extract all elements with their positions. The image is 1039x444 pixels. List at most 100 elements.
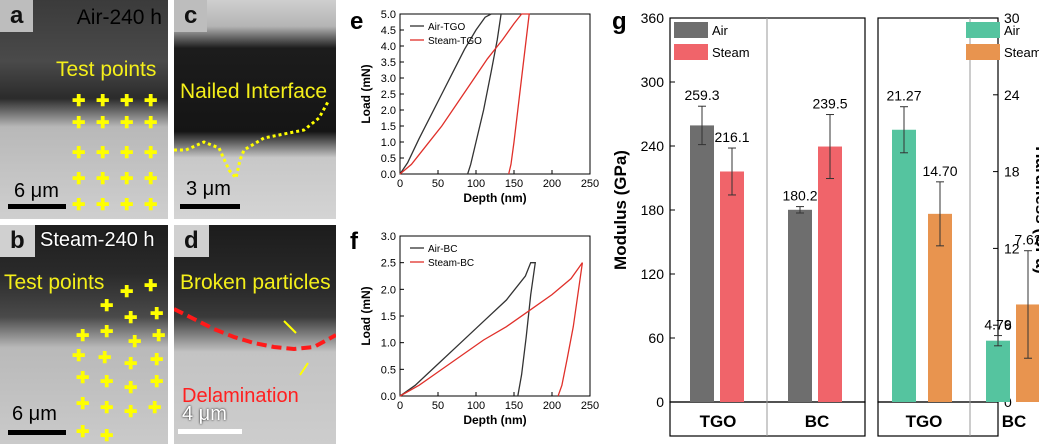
test-point-marker: ✚ — [120, 171, 134, 188]
y2-tick-label: 24 — [1004, 87, 1020, 103]
series-line-Air-BC — [399, 262, 537, 397]
y-tick-label: 0.0 — [381, 391, 396, 403]
legend-label: Steam-TGO — [428, 36, 482, 47]
test-point-marker: ✚ — [72, 348, 86, 365]
y-tick-label: 180 — [641, 202, 665, 218]
legend-swatch — [966, 22, 1000, 38]
test-point-marker: ✚ — [128, 334, 142, 351]
x-tick-label: 150 — [505, 400, 523, 412]
test-point-marker: ✚ — [144, 115, 158, 132]
legend-label: Air — [712, 23, 729, 38]
y-tick-label: 1.0 — [381, 137, 396, 149]
x-tick-label: 150 — [505, 178, 523, 190]
y-tick-label: 3.0 — [381, 231, 396, 243]
test-point-marker: ✚ — [96, 93, 110, 110]
x-tick-label: 200 — [543, 178, 561, 190]
legend-label: Air-TGO — [428, 22, 465, 33]
test-point-marker: ✚ — [124, 404, 138, 421]
data-label: 180.2 — [782, 188, 817, 204]
data-label: 14.70 — [922, 163, 957, 179]
y2-tick-label: 30 — [1004, 10, 1020, 26]
panel-c-nailed-interface: Nailed Interface — [180, 80, 328, 103]
panel-e-letter: e — [350, 8, 364, 35]
panel-a-scale-bar — [8, 204, 66, 209]
test-point-marker: ✚ — [120, 145, 134, 162]
test-point-marker: ✚ — [76, 370, 90, 387]
y2-tick-label: 18 — [1004, 164, 1020, 180]
y2-tick-label: 6 — [1004, 317, 1012, 333]
panel-f-letter: f — [350, 228, 358, 255]
category-label: BC — [805, 412, 830, 431]
modulus-hardness-bar-chart: 0601201802403003600612182430Modulus (GPa… — [611, 10, 1039, 437]
x-axis-label: Depth (nm) — [463, 413, 526, 427]
x-tick-label: 100 — [467, 400, 485, 412]
panel-a-micrograph: a Air-240 h Test points ✚ ✚ ✚ ✚ ✚ ✚ ✚ ✚ ✚ ✚ ✚ ✚ ✚ ✚ ✚ ✚… — [0, 0, 168, 219]
bar-modulus-tgo-steam — [720, 171, 744, 402]
test-point-marker: ✚ — [96, 171, 110, 188]
test-point-marker: ✚ — [124, 310, 138, 327]
y-tick-label: 1.0 — [381, 338, 396, 350]
y-tick-label: 5.0 — [381, 9, 396, 21]
test-point-marker: ✚ — [96, 145, 110, 162]
panel-c-letter: c — [174, 0, 208, 32]
series-line-Air-TGO — [399, 13, 502, 175]
y-tick-label: 60 — [648, 330, 664, 346]
test-point-marker: ✚ — [120, 93, 134, 110]
test-point-marker: ✚ — [100, 400, 114, 417]
panel-c-micrograph: c Nailed Interface 3 μm — [174, 0, 336, 219]
test-point-marker: ✚ — [100, 298, 114, 315]
test-point-marker: ✚ — [150, 374, 164, 391]
y-tick-label: 2.0 — [381, 284, 396, 296]
panel-b-condition: Steam-240 h — [40, 229, 155, 251]
panel-d-scale-label: 4 μm — [182, 403, 227, 425]
y-axis-label: Modulus (GPa) — [611, 150, 630, 270]
bar-modulus-bc-steam — [818, 146, 842, 402]
panel-c-scale-label: 3 μm — [186, 178, 231, 200]
legend-label: Steam — [1004, 45, 1039, 60]
panel-b-test-points: Test points — [4, 271, 105, 294]
x-tick-label: 100 — [467, 178, 485, 190]
panel-d-scale-bar — [178, 429, 242, 434]
legend-label: Air-BC — [428, 244, 457, 255]
test-point-marker: ✚ — [124, 356, 138, 373]
y-tick-label: 3.0 — [381, 73, 396, 85]
category-label: TGO — [700, 412, 737, 431]
test-point-marker: ✚ — [120, 115, 134, 132]
test-point-marker: ✚ — [100, 374, 114, 391]
x-tick-label: 50 — [432, 178, 444, 190]
test-point-marker: ✚ — [72, 197, 86, 214]
bar-hardness-tgo-air — [892, 129, 916, 402]
test-point-marker: ✚ — [124, 380, 138, 397]
panel-b-letter: b — [0, 225, 35, 257]
y-tick-label: 4.0 — [381, 41, 396, 53]
test-point-marker: ✚ — [76, 396, 90, 413]
panel-d-delamination: Delamination — [182, 385, 299, 407]
test-point-marker: ✚ — [144, 278, 158, 295]
panel-a-condition: Air-240 h — [76, 6, 162, 29]
x-axis-label: Depth (nm) — [463, 191, 526, 205]
y-tick-label: 2.0 — [381, 105, 396, 117]
panel-b-micrograph: b Steam-240 h Test points ✚ ✚ ✚ ✚ ✚ ✚ ✚ ✚ ✚ ✚ ✚ ✚ ✚ ✚… — [0, 225, 168, 444]
panel-d-letter: d — [174, 225, 209, 257]
legend-swatch — [966, 44, 1000, 60]
test-point-marker: ✚ — [100, 324, 114, 341]
test-point-marker: ✚ — [120, 197, 134, 214]
y-tick-label: 0.0 — [381, 169, 396, 181]
y-tick-label: 240 — [641, 138, 665, 154]
test-point-marker: ✚ — [150, 306, 164, 323]
test-point-marker: ✚ — [98, 350, 112, 367]
y-tick-label: 300 — [641, 74, 665, 90]
panel-b-scale-label: 6 μm — [12, 403, 57, 425]
legend-label: Steam — [712, 45, 750, 60]
y-tick-label: 1.5 — [381, 121, 396, 133]
legend-swatch — [674, 22, 708, 38]
legend-label: Air — [1004, 23, 1021, 38]
test-point-marker: ✚ — [76, 424, 90, 441]
y-tick-label: 2.5 — [381, 89, 396, 101]
y2-tick-label: 12 — [1004, 240, 1020, 256]
panel-g-letter: g — [612, 8, 627, 35]
test-point-marker: ✚ — [144, 93, 158, 110]
x-tick-label: 250 — [581, 178, 599, 190]
y-tick-label: 1.5 — [381, 311, 396, 323]
data-label: 239.5 — [812, 96, 847, 112]
